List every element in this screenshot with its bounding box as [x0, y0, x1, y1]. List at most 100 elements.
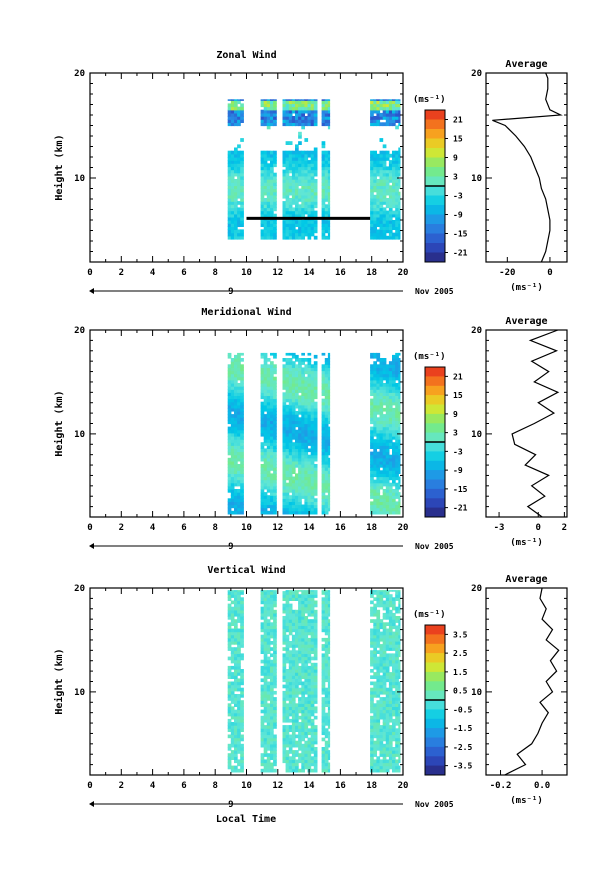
- heatmap-cell: [313, 235, 318, 240]
- heatmap-cell: [234, 734, 238, 739]
- heatmap-cell: [373, 694, 377, 698]
- heatmap-cell: [376, 451, 381, 456]
- heatmap-cell: [392, 188, 396, 193]
- heatmap-cell: [301, 201, 305, 205]
- heatmap-cell: [370, 451, 374, 456]
- heatmap-cell: [324, 223, 329, 227]
- heatmap-cell: [298, 504, 302, 509]
- heatmap-cell: [379, 659, 384, 664]
- heatmap-cell: [327, 188, 331, 193]
- heatmap-cell: [379, 179, 384, 183]
- heatmap-cell: [266, 386, 271, 390]
- heatmap-cell: [230, 631, 235, 636]
- heatmap-cell: [392, 690, 396, 695]
- heatmap-cell: [373, 690, 377, 695]
- heatmap-cell: [373, 448, 377, 453]
- heatmap-cell: [324, 229, 329, 234]
- heatmap-cell: [304, 429, 309, 434]
- heatmap-cell: [313, 762, 318, 767]
- heatmap-cell: [307, 198, 312, 202]
- heatmap-cell: [392, 182, 396, 186]
- heatmap-cell: [288, 498, 293, 502]
- heatmap-cell: [288, 454, 293, 459]
- heatmap-cell: [324, 507, 329, 512]
- heatmap-cell: [388, 194, 393, 199]
- x-tick-label: 6: [181, 268, 186, 278]
- heatmap-cell: [291, 616, 296, 620]
- heatmap-cell: [234, 379, 238, 384]
- heatmap-cell: [398, 373, 401, 378]
- heatmap-cell: [270, 634, 274, 639]
- heatmap-cell: [327, 445, 331, 449]
- heatmap-cell: [313, 169, 318, 174]
- heatmap-cell: [324, 392, 329, 396]
- heatmap-cell: [392, 590, 396, 592]
- heatmap-cell: [291, 665, 296, 670]
- heatmap-cell: [227, 213, 232, 218]
- heatmap-cell: [282, 718, 287, 723]
- heatmap-cell: [263, 591, 268, 595]
- heatmap-cell: [230, 448, 235, 453]
- heatmap-cell: [327, 597, 331, 601]
- heatmap-cell: [234, 650, 238, 654]
- heatmap-cell: [273, 750, 277, 754]
- heatmap-cell: [263, 606, 268, 611]
- heatmap-cell: [376, 740, 381, 745]
- heatmap-cell: [282, 634, 287, 639]
- heatmap-cell: [282, 451, 287, 456]
- heatmap-cell: [388, 675, 393, 679]
- heatmap-cell: [382, 678, 387, 683]
- heatmap-cell: [379, 637, 384, 642]
- heatmap-cell: [282, 201, 287, 205]
- heatmap-cell: [327, 354, 331, 359]
- heatmap-cell: [291, 501, 296, 506]
- heatmap-cell: [310, 112, 315, 117]
- heatmap-cell: [234, 709, 238, 714]
- heatmap-cell: [291, 653, 296, 658]
- heatmap-cell: [313, 157, 318, 161]
- heatmap-cell: [291, 740, 296, 745]
- heatmap-cell: [327, 210, 331, 215]
- heatmap-cell: [230, 665, 235, 670]
- heatmap-cell: [310, 672, 315, 676]
- heatmap-cell: [388, 492, 393, 496]
- heatmap-cell: [237, 116, 241, 120]
- heatmap-cell: [373, 501, 377, 506]
- heatmap-cell: [234, 182, 238, 186]
- heatmap-cell: [376, 768, 381, 773]
- heatmap-cell: [398, 470, 401, 474]
- heatmap-cell: [270, 116, 274, 120]
- heatmap-cell: [270, 417, 274, 421]
- heatmap-cell: [392, 358, 396, 362]
- heatmap-cell: [273, 352, 277, 356]
- heatmap-cell: [240, 439, 244, 443]
- heatmap-cell: [321, 432, 326, 437]
- heatmap-cell: [379, 442, 384, 446]
- x-tick-label: 4: [150, 523, 156, 533]
- heatmap-cell: [388, 414, 393, 418]
- heatmap-cell: [298, 198, 302, 202]
- heatmap-cell: [324, 448, 329, 453]
- heatmap-cell: [298, 150, 302, 155]
- heatmap-cell: [324, 594, 329, 598]
- heatmap-cell: [310, 395, 315, 400]
- heatmap-cell: [395, 157, 399, 161]
- heatmap-cell: [266, 229, 271, 234]
- heatmap-cell: [327, 753, 331, 757]
- heatmap-cell: [234, 495, 238, 499]
- heatmap-cell: [301, 352, 305, 356]
- heatmap-cell: [310, 600, 315, 605]
- heatmap-cell: [230, 600, 235, 605]
- heatmap-cell: [392, 762, 396, 767]
- heatmap-cell: [234, 504, 238, 509]
- heatmap-cell: [291, 361, 296, 365]
- heatmap-cell: [237, 232, 241, 237]
- heatmap-cell: [307, 750, 312, 754]
- heatmap-cell: [288, 420, 293, 425]
- heatmap-cell: [388, 379, 393, 384]
- heatmap-cell: [382, 662, 387, 667]
- heatmap-cell: [234, 354, 238, 359]
- heatmap-cell: [237, 464, 241, 468]
- heatmap-cell: [385, 198, 390, 202]
- heatmap-cell: [373, 653, 377, 658]
